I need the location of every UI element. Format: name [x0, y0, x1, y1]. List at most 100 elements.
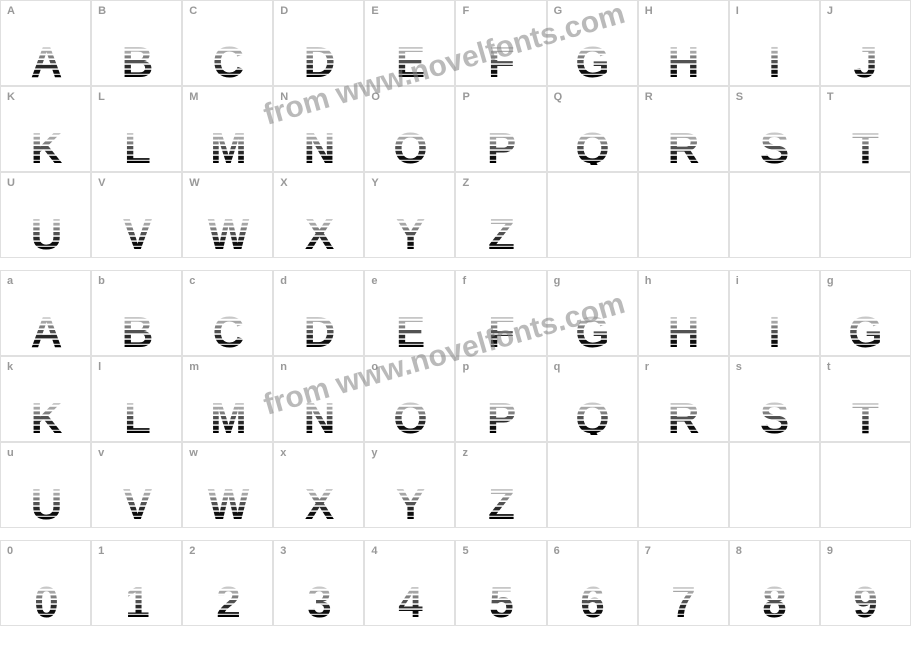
char-cell: [638, 442, 729, 528]
svg-text:B: B: [121, 38, 152, 79]
cell-label: X: [280, 177, 287, 189]
glyph-svg: Q: [562, 393, 622, 435]
cell-label: F: [462, 5, 469, 17]
char-cell: 4 4: [364, 540, 455, 626]
svg-text:F: F: [488, 38, 514, 79]
glyph-svg: 3: [289, 577, 349, 619]
glyph-svg: A: [16, 37, 76, 79]
cell-label: Y: [371, 177, 378, 189]
glyph-svg: 1: [107, 577, 167, 619]
cell-label: P: [462, 91, 469, 103]
char-cell: 7 7: [638, 540, 729, 626]
glyph-svg: O: [380, 393, 440, 435]
cell-label: s: [736, 361, 742, 373]
char-cell: c C: [182, 270, 273, 356]
cell-label: i: [736, 275, 739, 287]
cell-label: e: [371, 275, 377, 287]
char-cell: [820, 172, 911, 258]
char-cell: [547, 442, 638, 528]
glyph-svg: S: [744, 123, 804, 165]
cell-label: 4: [371, 545, 377, 557]
svg-text:L: L: [124, 124, 150, 165]
char-cell: a A: [0, 270, 91, 356]
cell-label: b: [98, 275, 105, 287]
glyph-svg: R: [653, 123, 713, 165]
cell-label: V: [98, 177, 105, 189]
svg-text:2: 2: [216, 578, 239, 619]
glyph-svg: B: [107, 307, 167, 349]
svg-text:X: X: [305, 480, 334, 521]
glyph-svg: K: [16, 123, 76, 165]
char-cell: q Q: [547, 356, 638, 442]
glyph-svg: R: [653, 393, 713, 435]
svg-text:N: N: [303, 394, 334, 435]
cell-label: x: [280, 447, 286, 459]
svg-text:Y: Y: [396, 480, 425, 521]
svg-text:3: 3: [307, 578, 330, 619]
glyph-svg: O: [380, 123, 440, 165]
cell-label: M: [189, 91, 198, 103]
svg-text:6: 6: [580, 578, 603, 619]
cell-label: c: [189, 275, 195, 287]
glyph-svg: Z: [471, 209, 531, 251]
svg-text:W: W: [207, 480, 249, 521]
svg-text:G: G: [576, 38, 609, 79]
cell-label: 0: [7, 545, 13, 557]
cell-label: S: [736, 91, 743, 103]
char-cell: e E: [364, 270, 455, 356]
svg-text:Q: Q: [576, 124, 609, 165]
cell-label: T: [827, 91, 834, 103]
cell-label: D: [280, 5, 288, 17]
char-cell: M M: [182, 86, 273, 172]
svg-text:5: 5: [489, 578, 513, 619]
char-cell: l L: [91, 356, 182, 442]
glyph-svg: 9: [835, 577, 895, 619]
svg-text:A: A: [30, 308, 61, 349]
svg-text:T: T: [852, 394, 879, 435]
svg-text:F: F: [488, 308, 514, 349]
char-cell: w W: [182, 442, 273, 528]
char-cell: t T: [820, 356, 911, 442]
uppercase-section: A A B B C C D D E E F F G G H H I I J J …: [0, 0, 911, 258]
cell-label: 9: [827, 545, 833, 557]
char-cell: F F: [455, 0, 546, 86]
cell-label: z: [462, 447, 468, 459]
glyph-svg: G: [562, 307, 622, 349]
svg-text:V: V: [122, 480, 152, 521]
cell-label: u: [7, 447, 14, 459]
char-cell: J J: [820, 0, 911, 86]
glyph-svg: M: [198, 393, 258, 435]
glyph-svg: 2: [198, 577, 258, 619]
glyph-svg: A: [16, 307, 76, 349]
char-cell: Y Y: [364, 172, 455, 258]
glyph-svg: X: [289, 209, 349, 251]
glyph-svg: D: [289, 307, 349, 349]
char-cell: f F: [455, 270, 546, 356]
char-cell: B B: [91, 0, 182, 86]
char-cell: [729, 172, 820, 258]
glyph-svg: W: [198, 479, 258, 521]
svg-text:C: C: [212, 308, 243, 349]
glyph-svg: Y: [380, 479, 440, 521]
glyph-svg: 6: [562, 577, 622, 619]
svg-text:M: M: [210, 394, 246, 435]
svg-text:A: A: [30, 38, 61, 79]
char-cell: z Z: [455, 442, 546, 528]
svg-text:D: D: [303, 38, 334, 79]
char-cell: s S: [729, 356, 820, 442]
cell-label: p: [462, 361, 469, 373]
char-cell: [820, 442, 911, 528]
char-cell: A A: [0, 0, 91, 86]
char-cell: 3 3: [273, 540, 364, 626]
char-cell: u U: [0, 442, 91, 528]
glyph-svg: J: [835, 37, 895, 79]
char-cell: U U: [0, 172, 91, 258]
glyph-svg: E: [380, 307, 440, 349]
svg-text:H: H: [668, 38, 699, 79]
char-cell: 8 8: [729, 540, 820, 626]
char-cell: n N: [273, 356, 364, 442]
char-cell: y Y: [364, 442, 455, 528]
cell-label: U: [7, 177, 15, 189]
cell-label: o: [371, 361, 378, 373]
char-cell: N N: [273, 86, 364, 172]
